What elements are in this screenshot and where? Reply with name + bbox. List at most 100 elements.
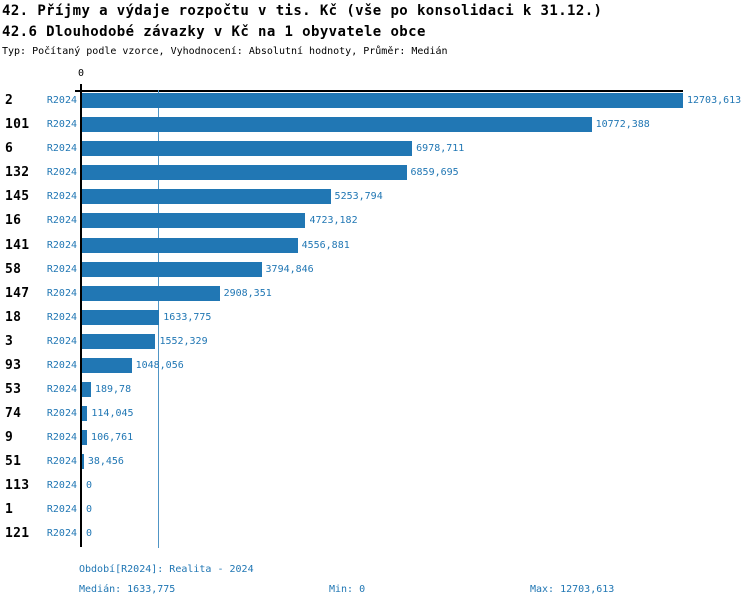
chart-row: 3 R2024 1552,329 [0, 329, 750, 353]
row-series-label: R2024 [46, 528, 77, 540]
median-stat-label: Medián: 1633,775 [79, 584, 176, 595]
bar [82, 93, 683, 109]
chart-row: 1 R2024 0 [0, 498, 750, 522]
row-series-label: R2024 [46, 480, 77, 492]
chart-row: 147 R2024 2908,351 [0, 281, 750, 305]
row-category-label: 132 [5, 165, 30, 181]
row-category-label: 93 [5, 357, 22, 373]
row-category-label: 6 [5, 141, 14, 157]
bar [82, 189, 331, 205]
bar [82, 309, 160, 325]
row-series-label: R2024 [46, 335, 77, 347]
bar [82, 454, 84, 470]
row-series-label: R2024 [46, 432, 77, 444]
bar [82, 237, 298, 253]
row-series-label: R2024 [46, 359, 77, 371]
row-series-label: R2024 [46, 191, 77, 203]
page-subtitle: 42.6 Dlouhodobé závazky v Kč na 1 obyvat… [2, 24, 426, 40]
row-category-label: 74 [5, 406, 22, 422]
bar-value-label: 2908,351 [223, 287, 272, 299]
chart-row: 58 R2024 3794,846 [0, 257, 750, 281]
x-axis-zero-label: 0 [77, 68, 85, 79]
x-axis-tick [80, 84, 82, 90]
bar-value-label: 3794,846 [265, 263, 314, 275]
row-series-label: R2024 [46, 239, 77, 251]
chart-row: 53 R2024 189,78 [0, 377, 750, 401]
bar-value-label: 12703,613 [687, 95, 742, 107]
bar-value-label: 4556,881 [301, 239, 350, 251]
bar-value-label: 106,761 [91, 432, 134, 444]
row-category-label: 9 [5, 430, 14, 446]
chart-top-border [75, 90, 683, 92]
chart-row: 93 R2024 1048,056 [0, 353, 750, 377]
bar [82, 213, 306, 229]
min-stat-label: Min: 0 [329, 584, 366, 595]
bar-value-label: 10772,388 [595, 119, 650, 131]
row-category-label: 113 [5, 478, 30, 494]
row-category-label: 3 [5, 333, 14, 349]
chart-row: 121 R2024 0 [0, 522, 750, 546]
chart-row: 2 R2024 12703,613 [0, 89, 750, 113]
bar [82, 117, 592, 133]
bar [82, 430, 88, 446]
bar-value-label: 114,045 [91, 408, 134, 420]
row-category-label: 147 [5, 285, 30, 301]
chart-row: 18 R2024 1633,775 [0, 305, 750, 329]
bar-value-label: 1633,775 [163, 311, 212, 323]
bar [82, 141, 413, 157]
row-category-label: 53 [5, 381, 22, 397]
row-category-label: 2 [5, 93, 14, 109]
max-stat-label: Max: 12703,613 [530, 584, 615, 595]
row-series-label: R2024 [46, 167, 77, 179]
row-category-label: 51 [5, 454, 22, 470]
row-series-label: R2024 [46, 215, 77, 227]
chart-row: 101 R2024 10772,388 [0, 113, 750, 137]
row-series-label: R2024 [46, 95, 77, 107]
row-category-label: 18 [5, 309, 22, 325]
period-label: Období[R2024]: Realita - 2024 [79, 564, 254, 575]
bar-value-label: 0 [86, 504, 93, 516]
bar-value-label: 4723,182 [309, 215, 358, 227]
row-series-label: R2024 [46, 287, 77, 299]
row-series-label: R2024 [46, 119, 77, 131]
bar-value-label: 5253,794 [334, 191, 383, 203]
row-series-label: R2024 [46, 143, 77, 155]
row-category-label: 16 [5, 213, 22, 229]
chart-row: 16 R2024 4723,182 [0, 209, 750, 233]
chart-row: 113 R2024 0 [0, 474, 750, 498]
bar-value-label: 0 [86, 528, 93, 540]
bar [82, 261, 262, 277]
chart-row: 132 R2024 6859,695 [0, 161, 750, 185]
bar [82, 285, 220, 301]
row-series-label: R2024 [46, 263, 77, 275]
row-category-label: 101 [5, 117, 30, 133]
bar-value-label: 38,456 [87, 456, 124, 468]
chart-row: 74 R2024 114,045 [0, 402, 750, 426]
chart-row: 141 R2024 4556,881 [0, 233, 750, 257]
bar [82, 333, 156, 349]
bar-value-label: 6978,711 [416, 143, 465, 155]
bar-value-label: 6859,695 [410, 167, 459, 179]
bar [82, 381, 91, 397]
row-category-label: 1 [5, 502, 14, 518]
row-category-label: 145 [5, 189, 30, 205]
bar-value-label: 189,78 [94, 383, 132, 395]
row-series-label: R2024 [46, 408, 77, 420]
row-series-label: R2024 [46, 383, 77, 395]
bar-value-label: 1048,056 [135, 359, 184, 371]
bar [82, 165, 407, 181]
chart-row: 51 R2024 38,456 [0, 450, 750, 474]
page-title: 42. Příjmy a výdaje rozpočtu v tis. Kč (… [2, 3, 603, 19]
row-category-label: 141 [5, 237, 30, 253]
row-category-label: 121 [5, 526, 30, 542]
row-series-label: R2024 [46, 456, 77, 468]
row-series-label: R2024 [46, 504, 77, 516]
chart-row: 145 R2024 5253,794 [0, 185, 750, 209]
row-series-label: R2024 [46, 311, 77, 323]
bar [82, 357, 132, 373]
meta-line: Typ: Počítaný podle vzorce, Vyhodnocení:… [2, 46, 448, 57]
row-category-label: 58 [5, 261, 22, 277]
bar-value-label: 0 [86, 480, 93, 492]
chart-row: 9 R2024 106,761 [0, 426, 750, 450]
